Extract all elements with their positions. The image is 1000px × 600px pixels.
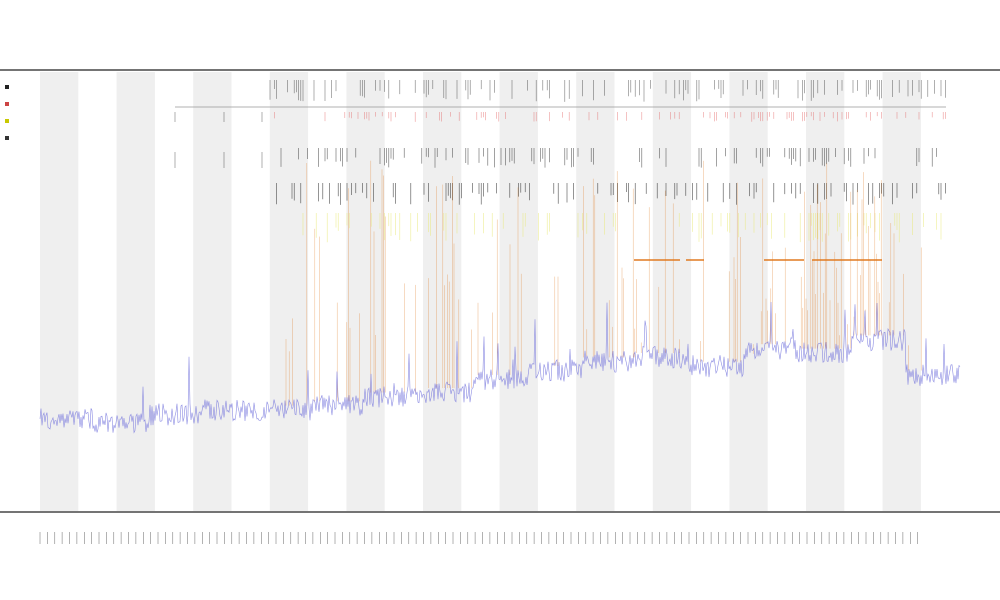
shaded-band (729, 72, 768, 511)
signal-line (39, 301, 961, 434)
shaded-band (423, 72, 462, 511)
shaded-band (499, 72, 538, 511)
shaded-band (116, 72, 155, 511)
legend-swatch (5, 85, 9, 89)
shaded-band (346, 72, 385, 511)
x-tick-labels (39, 532, 918, 544)
axes (0, 69, 1000, 513)
shaded-band (269, 72, 309, 511)
event-spikes (285, 160, 922, 406)
shaded-band (652, 72, 692, 511)
legend-swatch (5, 119, 9, 123)
legend-swatch (5, 136, 9, 140)
shaded-band (193, 72, 232, 511)
signal-series (39, 301, 961, 434)
shaded-bands (40, 72, 921, 511)
shaded-band (576, 72, 615, 511)
event-tracks (174, 80, 946, 261)
shaded-band (40, 72, 79, 511)
legend-swatch (5, 102, 9, 106)
shaded-band (882, 72, 921, 511)
legend (5, 85, 9, 140)
